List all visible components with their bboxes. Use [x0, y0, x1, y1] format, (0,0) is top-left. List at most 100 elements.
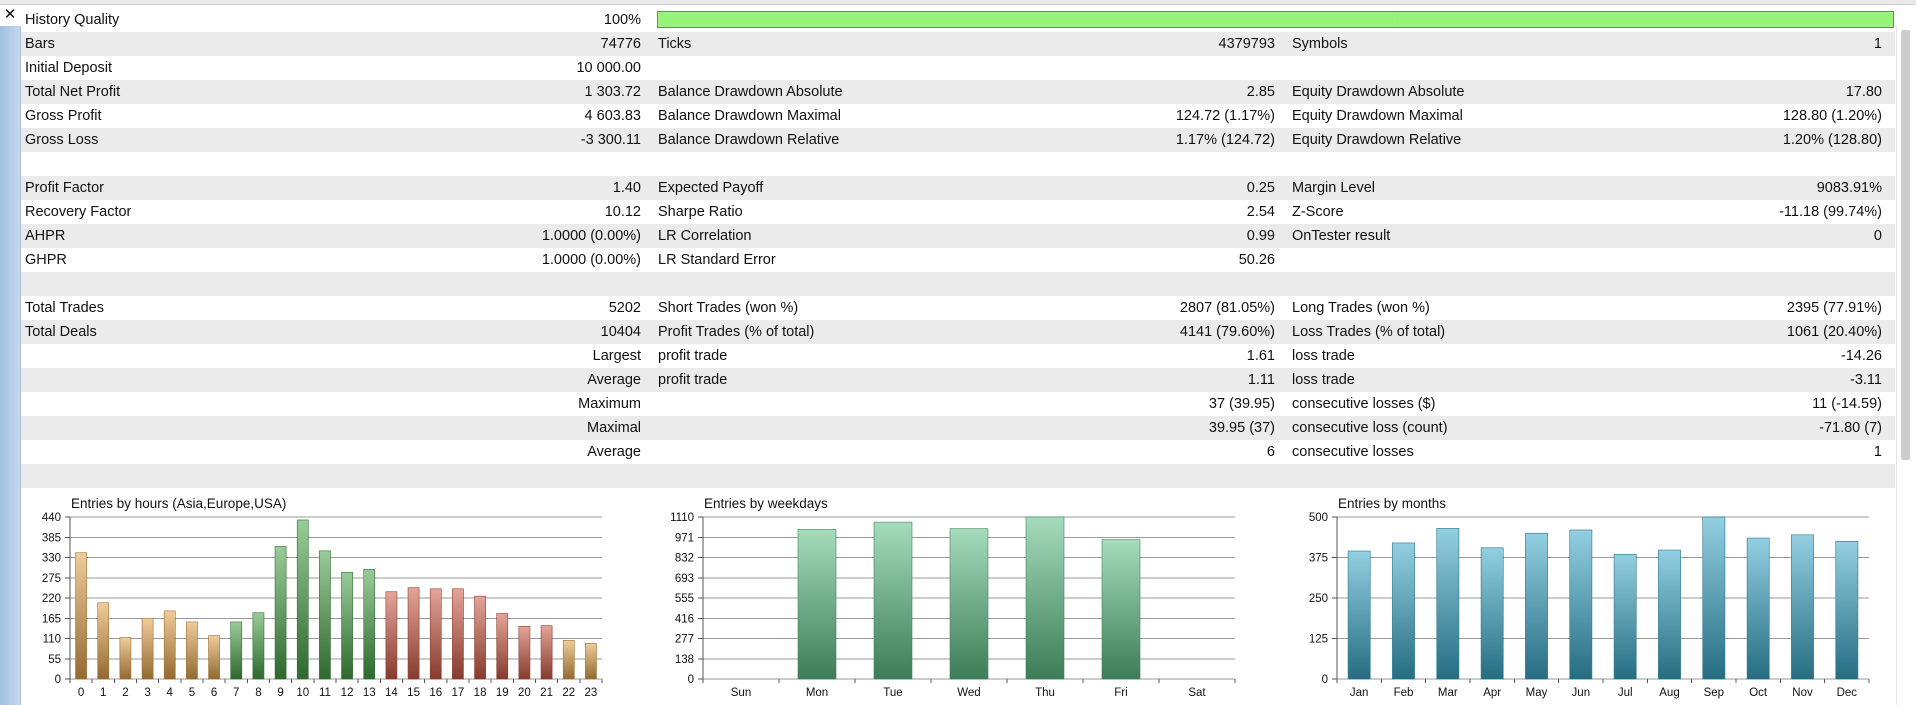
- bar-fri: [1101, 539, 1141, 680]
- label-col3: Z-Score: [1292, 204, 1344, 220]
- label-col3: Loss Trades (% of total): [1292, 324, 1446, 340]
- y-tick-label: 693: [675, 573, 694, 585]
- history-quality-bar: [657, 11, 1894, 28]
- close-icon[interactable]: ✕: [3, 6, 17, 23]
- label-col3: consecutive loss (count): [1292, 420, 1448, 436]
- value-col2: 124.72 (1.17%): [1175, 108, 1275, 124]
- value-col2: 6: [1266, 444, 1275, 460]
- x-tick-label: Feb: [1394, 687, 1414, 699]
- stats-row: [21, 152, 1895, 176]
- label-col3: Margin Level: [1292, 180, 1376, 196]
- scrollbar-thumb[interactable]: [1901, 30, 1910, 460]
- value-col1: Average: [587, 372, 641, 388]
- label-col2: Balance Drawdown Maximal: [658, 108, 841, 124]
- bar-may: [1525, 532, 1548, 680]
- label-col3: loss trade: [1292, 348, 1355, 364]
- x-tick-label: 4: [167, 687, 174, 699]
- value-col2: 0.25: [1246, 180, 1275, 196]
- x-tick-label: 9: [277, 687, 283, 699]
- x-tick-label: 23: [585, 687, 598, 699]
- value-col3: -11.18 (99.74%): [1779, 204, 1882, 220]
- label-col3: Long Trades (won %): [1292, 300, 1430, 316]
- x-tick-label: 22: [562, 687, 575, 699]
- value-col3: 1: [1873, 36, 1882, 52]
- stats-row: Average 6 consecutive losses 1: [21, 440, 1895, 464]
- label-col3: loss trade: [1292, 372, 1355, 388]
- value-col2: 4379793: [1218, 36, 1275, 52]
- x-tick-label: Jun: [1572, 687, 1591, 699]
- value-col1: 10404: [600, 324, 641, 340]
- bar-mon: [797, 529, 837, 680]
- value-col3: 17.80: [1845, 84, 1882, 100]
- x-tick-label: 8: [255, 687, 261, 699]
- x-tick-label: 10: [296, 687, 309, 699]
- x-tick-label: 13: [363, 687, 376, 699]
- bar-8: [252, 612, 265, 680]
- x-tick-label: Mon: [806, 687, 828, 699]
- value-col3: 11 (-14.59): [1812, 396, 1882, 412]
- value-col3: 1: [1873, 444, 1882, 460]
- value-col1: 1 303.72: [584, 84, 641, 100]
- y-tick-label: 110: [43, 634, 61, 646]
- stats-row: AHPR 1.0000 (0.00%) LR Correlation 0.99 OnTe…: [21, 224, 1895, 248]
- stats-row: Initial Deposit 10 000.00: [21, 56, 1895, 80]
- bar-jul: [1613, 553, 1637, 680]
- bar-23: [585, 642, 597, 680]
- value-col3: -3.11: [1850, 372, 1882, 388]
- value-col2: 50.26: [1238, 252, 1275, 268]
- stats-row: Average profit trade 1.11 loss trade -3.11: [21, 368, 1895, 392]
- value-col3: 2395 (77.91%): [1786, 300, 1882, 316]
- bar-nov: [1791, 534, 1814, 680]
- label-col2: Expected Payoff: [658, 180, 764, 196]
- bar-0: [75, 552, 87, 680]
- bar-7: [230, 621, 243, 680]
- bar-1: [97, 602, 110, 680]
- x-tick-label: Nov: [1792, 687, 1813, 699]
- y-tick-label: 0: [688, 674, 694, 686]
- bar-2: [119, 637, 132, 680]
- x-tick-label: 7: [233, 687, 239, 699]
- label-col3: consecutive losses: [1292, 444, 1414, 460]
- label-col3: consecutive losses ($): [1292, 396, 1436, 412]
- chart-months: Entries by months 0 125 250 375 500 Jan Feb Mar A…: [1287, 490, 1887, 705]
- stats-row: Maximal 39.95 (37) consecutive loss (count…: [21, 416, 1895, 440]
- stats-row: Maximum 37 (39.95) consecutive losses ($) 1…: [21, 392, 1895, 416]
- bar-6: [208, 635, 220, 680]
- bar-13: [363, 568, 376, 680]
- label-col2: Balance Drawdown Relative: [658, 132, 840, 148]
- stats-row: Total Net Profit 1 303.72 Balance Drawdown…: [21, 80, 1895, 104]
- y-tick-label: 385: [42, 532, 61, 544]
- stats-row: Largest profit trade 1.61 loss trade -14.26: [21, 344, 1895, 368]
- stats-row: Total Deals 10404 Profit Trades (% of tota…: [21, 320, 1895, 344]
- y-tick-label: 275: [42, 573, 61, 585]
- bar-11: [319, 550, 331, 680]
- bar-wed: [949, 528, 989, 680]
- chart-weekdays: Entries by weekdays 0 138 277 416 555 693 832 97…: [653, 490, 1253, 705]
- history-quality-label: History Quality: [25, 12, 120, 28]
- x-tick-label: 0: [78, 687, 84, 699]
- window-top-edge: [0, 0, 1916, 5]
- bar-mar: [1436, 528, 1460, 680]
- value-col1: 1.0000 (0.00%): [541, 252, 641, 268]
- value-col3: 1061 (20.40%): [1786, 324, 1882, 340]
- value-col1: 5202: [608, 300, 641, 316]
- y-tick-label: 138: [675, 654, 694, 666]
- x-tick-label: Jan: [1350, 687, 1369, 699]
- stats-row: Gross Profit 4 603.83 Balance Drawdown Max…: [21, 104, 1895, 128]
- label-col1: Profit Factor: [25, 180, 104, 196]
- y-tick-label: 500: [1309, 512, 1328, 524]
- x-tick-label: Sep: [1704, 687, 1724, 699]
- chart-title: Entries by hours (Asia,Europe,USA): [71, 496, 286, 511]
- chart-hours: Entries by hours (Asia,Europe,USA) 0 55 110…: [20, 490, 620, 705]
- bar-tue: [873, 521, 913, 680]
- x-tick-label: 16: [429, 687, 442, 699]
- value-col1: Largest: [592, 348, 641, 364]
- y-tick-label: 971: [675, 532, 694, 544]
- bar-21: [540, 625, 553, 680]
- label-col1: Total Trades: [25, 300, 104, 316]
- bar-9: [274, 546, 287, 680]
- value-col1: Maximal: [587, 420, 641, 436]
- chart-title: Entries by months: [1338, 496, 1446, 511]
- y-tick-label: 250: [1309, 593, 1328, 605]
- history-quality-row: History Quality 100%: [21, 8, 1895, 32]
